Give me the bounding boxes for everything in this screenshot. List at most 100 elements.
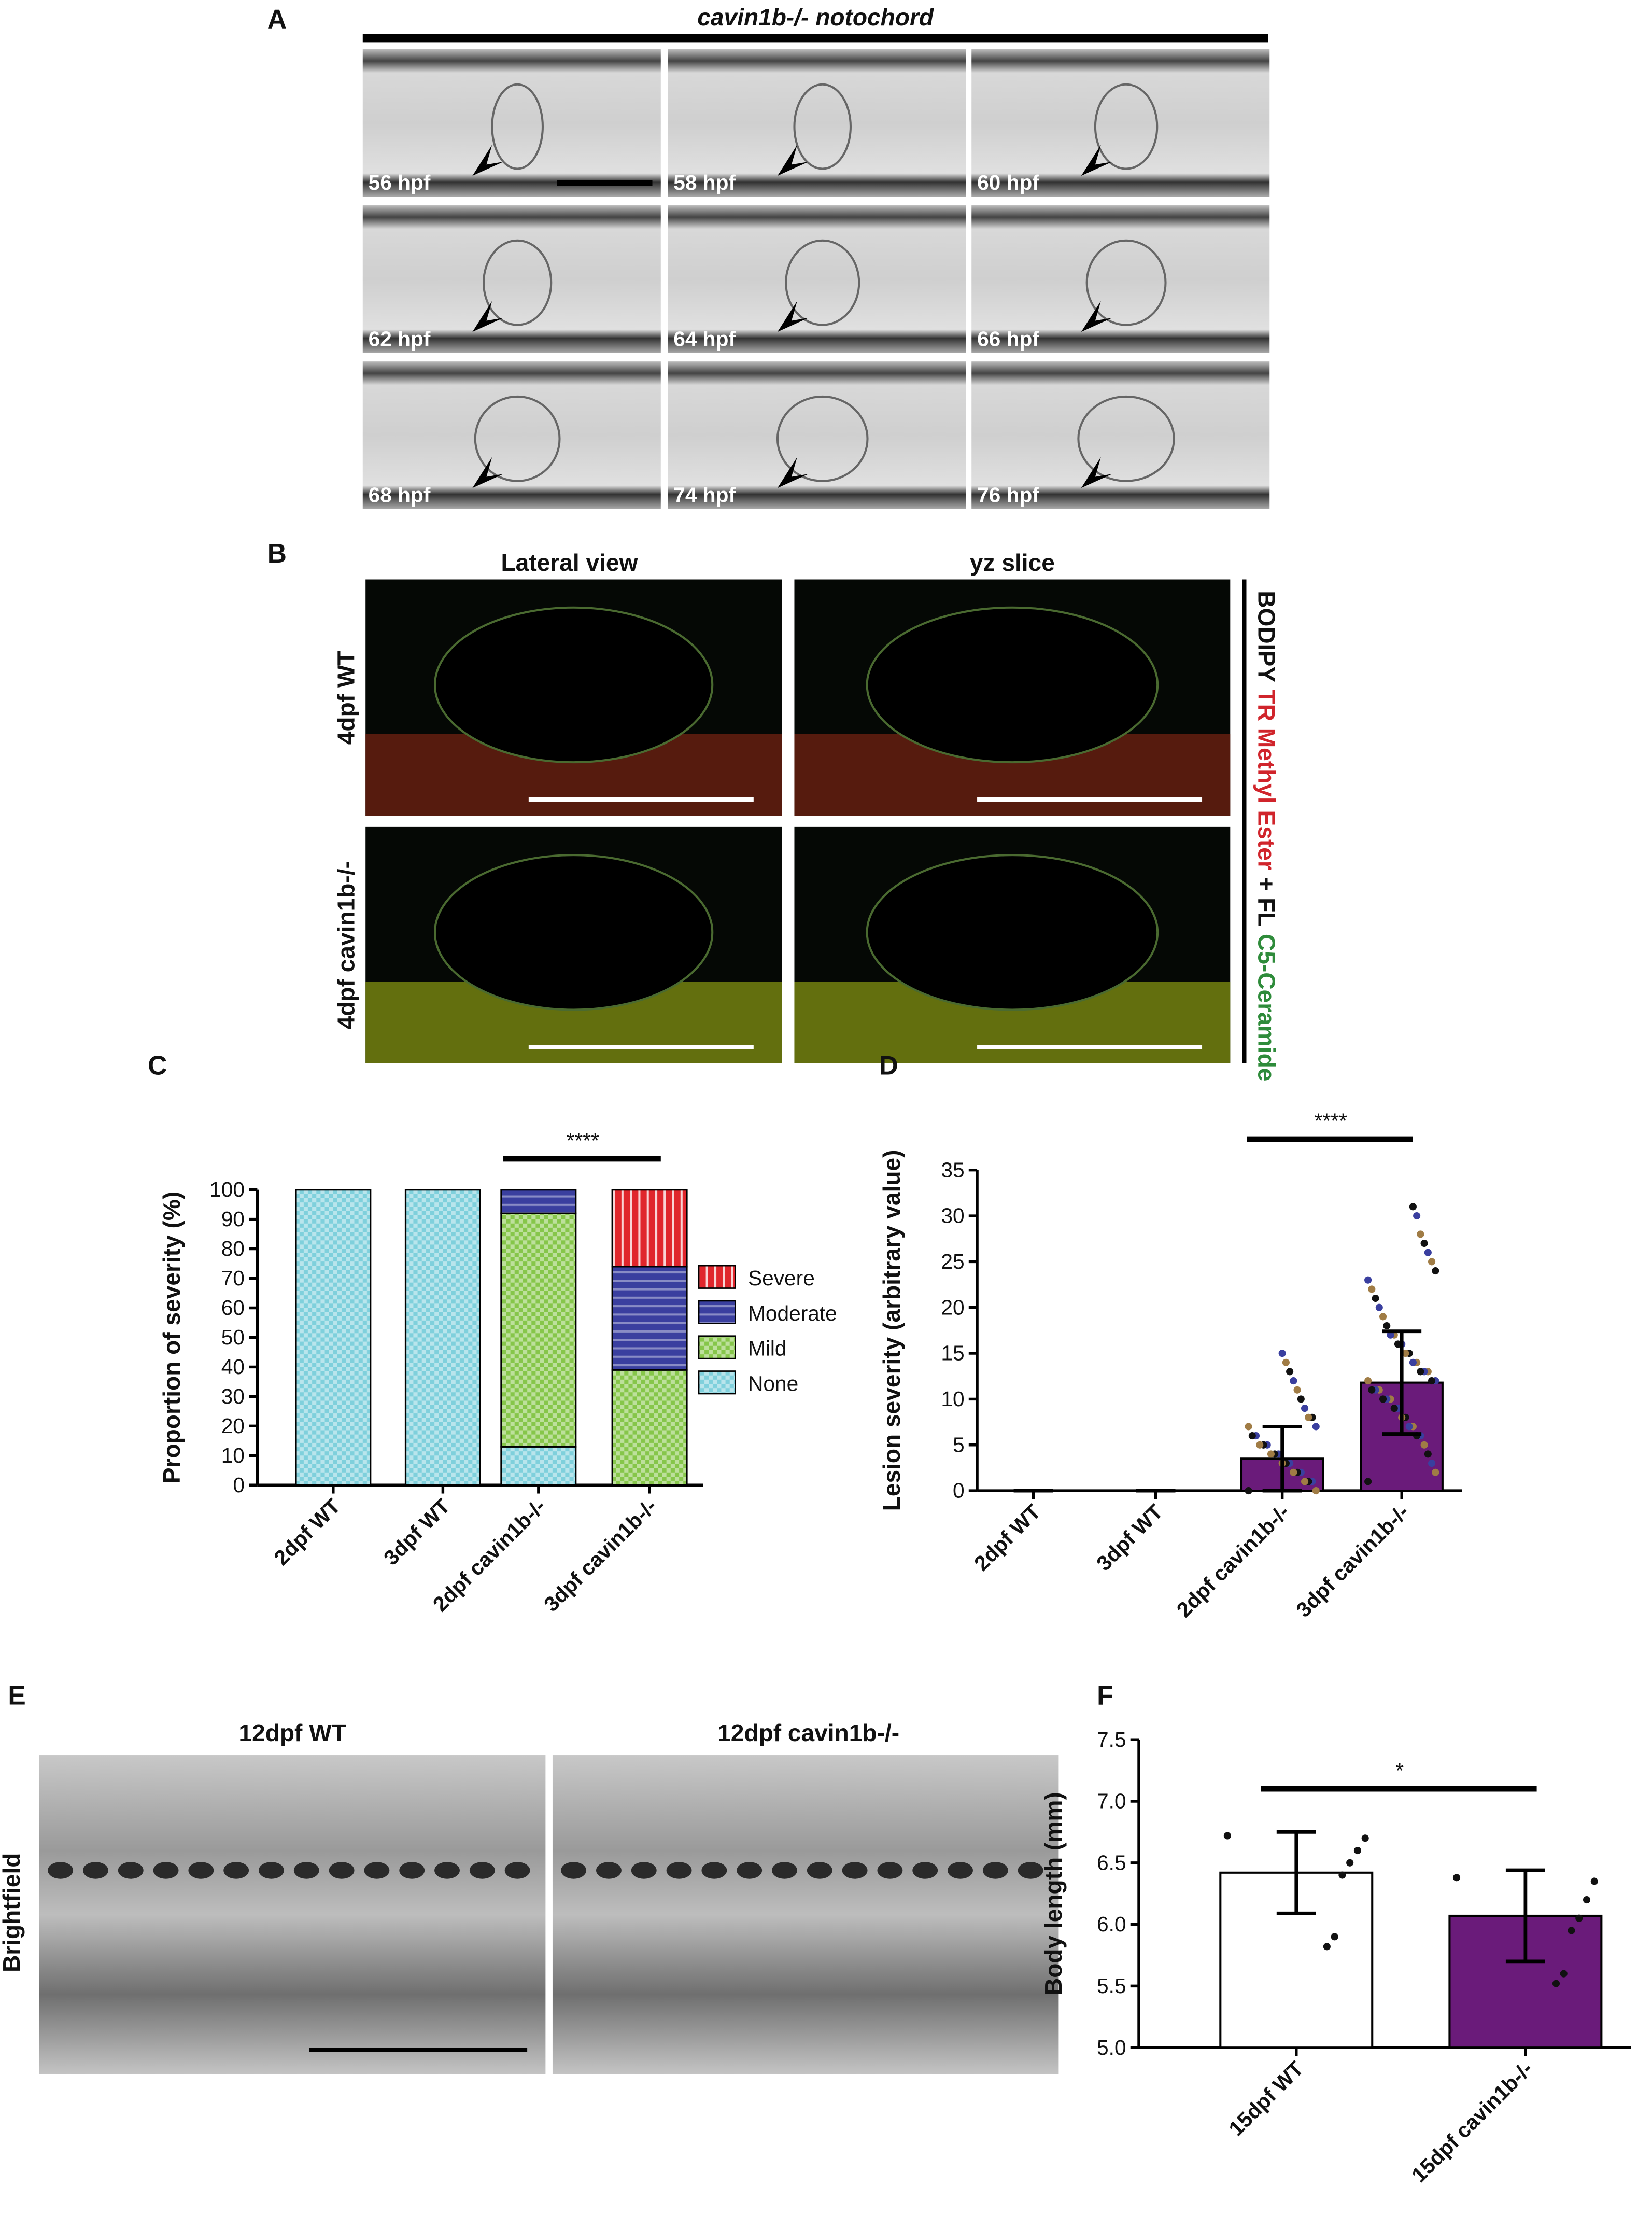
bar-segment [500, 1189, 577, 1214]
data-point [1379, 1313, 1387, 1321]
pigment [772, 1862, 797, 1879]
data-point [1552, 1980, 1560, 1987]
panel-label: A [267, 4, 287, 34]
pigment [1018, 1862, 1043, 1879]
arrowhead [777, 457, 809, 488]
row-title: 4dpf cavin1b-/- [333, 861, 360, 1029]
scale-bar [977, 797, 1203, 802]
panel-label: B [267, 538, 287, 568]
arrowhead [777, 145, 809, 176]
column-title: 12dpf cavin1b-/- [717, 1719, 899, 1746]
frame-label: 74 hpf [673, 483, 736, 507]
data-point [1568, 1927, 1575, 1934]
error-bar [1505, 1868, 1545, 1964]
y-tick-label: 6.0 [1097, 1912, 1126, 1936]
data-point [1424, 1450, 1432, 1458]
data-point [1428, 1377, 1436, 1385]
pigment [399, 1862, 425, 1879]
data-point [1245, 1487, 1252, 1495]
pigment [364, 1862, 390, 1879]
data-point [1323, 1943, 1331, 1951]
scale-bar [528, 1045, 754, 1049]
y-axis-label: Body length (mm) [1040, 1792, 1067, 1995]
row-title: Brightfield [0, 1853, 25, 1972]
data-point [1375, 1303, 1383, 1311]
y-tick-label: 25 [941, 1250, 964, 1273]
data-point [1417, 1230, 1424, 1238]
data-point [1245, 1423, 1252, 1431]
data-point [1372, 1295, 1379, 1302]
panel-label: C [148, 1050, 167, 1080]
cell [433, 854, 714, 1011]
pigment [596, 1862, 622, 1879]
pigment [877, 1862, 903, 1879]
y-tick-label: 60 [221, 1296, 245, 1320]
scale-bar [528, 797, 754, 802]
legend-swatch [698, 1300, 736, 1324]
data-point [1364, 1377, 1372, 1385]
lesion [785, 239, 860, 326]
y-tick-label: 0 [233, 1473, 245, 1497]
data-point [1394, 1340, 1402, 1348]
bar-segment [611, 1189, 688, 1268]
data-point [1428, 1460, 1436, 1467]
frame-label: 60 hpf [977, 171, 1039, 194]
stain-part: C5-Ceramide [1253, 934, 1280, 1081]
column-title: 12dpf WT [238, 1719, 346, 1746]
data-point [1420, 1239, 1428, 1247]
pigment [329, 1862, 355, 1879]
pigment [469, 1862, 495, 1879]
pigment [842, 1862, 868, 1879]
pigment [807, 1862, 832, 1879]
data-point [1353, 1846, 1361, 1855]
data-point [1267, 1450, 1275, 1458]
y-tick-label: 7.0 [1097, 1789, 1126, 1813]
pigment [631, 1862, 657, 1879]
cell [866, 854, 1159, 1011]
data-point [1297, 1395, 1305, 1403]
stain-part: + FL [1253, 877, 1280, 927]
data-point [1432, 1267, 1439, 1275]
data-point [1301, 1405, 1309, 1412]
data-point [1364, 1276, 1372, 1284]
bar-segment [611, 1266, 688, 1371]
data-point [1383, 1322, 1391, 1330]
y-tick-label: 20 [221, 1414, 245, 1438]
data-point [1432, 1468, 1439, 1476]
arrowhead [472, 457, 504, 488]
data-point [1346, 1859, 1354, 1867]
panel-label: F [1097, 1680, 1113, 1710]
micrograph [362, 49, 661, 197]
lesion [793, 83, 852, 170]
data-point [1223, 1832, 1231, 1840]
title-bar [362, 34, 1268, 43]
data-point [1575, 1914, 1583, 1922]
data-point [1248, 1432, 1256, 1440]
pigment [948, 1862, 973, 1879]
lesion [776, 395, 869, 482]
pigment [982, 1862, 1008, 1879]
y-tick-label: 5.5 [1097, 1974, 1126, 1998]
legend-label: Moderate [748, 1301, 837, 1325]
frame-label: 62 hpf [369, 327, 431, 351]
lesion [1085, 239, 1167, 326]
data-point [1338, 1871, 1346, 1879]
pigment [223, 1862, 249, 1879]
data-point [1293, 1386, 1301, 1394]
y-tick-label: 30 [221, 1384, 245, 1408]
data-point [1424, 1249, 1432, 1256]
bar-segment [611, 1369, 688, 1486]
pigment [83, 1862, 108, 1879]
significance-label: **** [567, 1128, 599, 1152]
y-tick-label: 20 [941, 1295, 964, 1319]
pigment [48, 1862, 74, 1879]
row-title: 4dpf WT [333, 650, 360, 745]
data-point [1368, 1386, 1376, 1394]
data-point [1390, 1405, 1398, 1412]
legend-swatch [698, 1335, 736, 1359]
frame-label: 68 hpf [369, 483, 431, 507]
data-point [1413, 1212, 1421, 1220]
y-tick-label: 15 [941, 1341, 964, 1365]
data-point [1361, 1834, 1369, 1842]
micrograph [668, 49, 966, 197]
